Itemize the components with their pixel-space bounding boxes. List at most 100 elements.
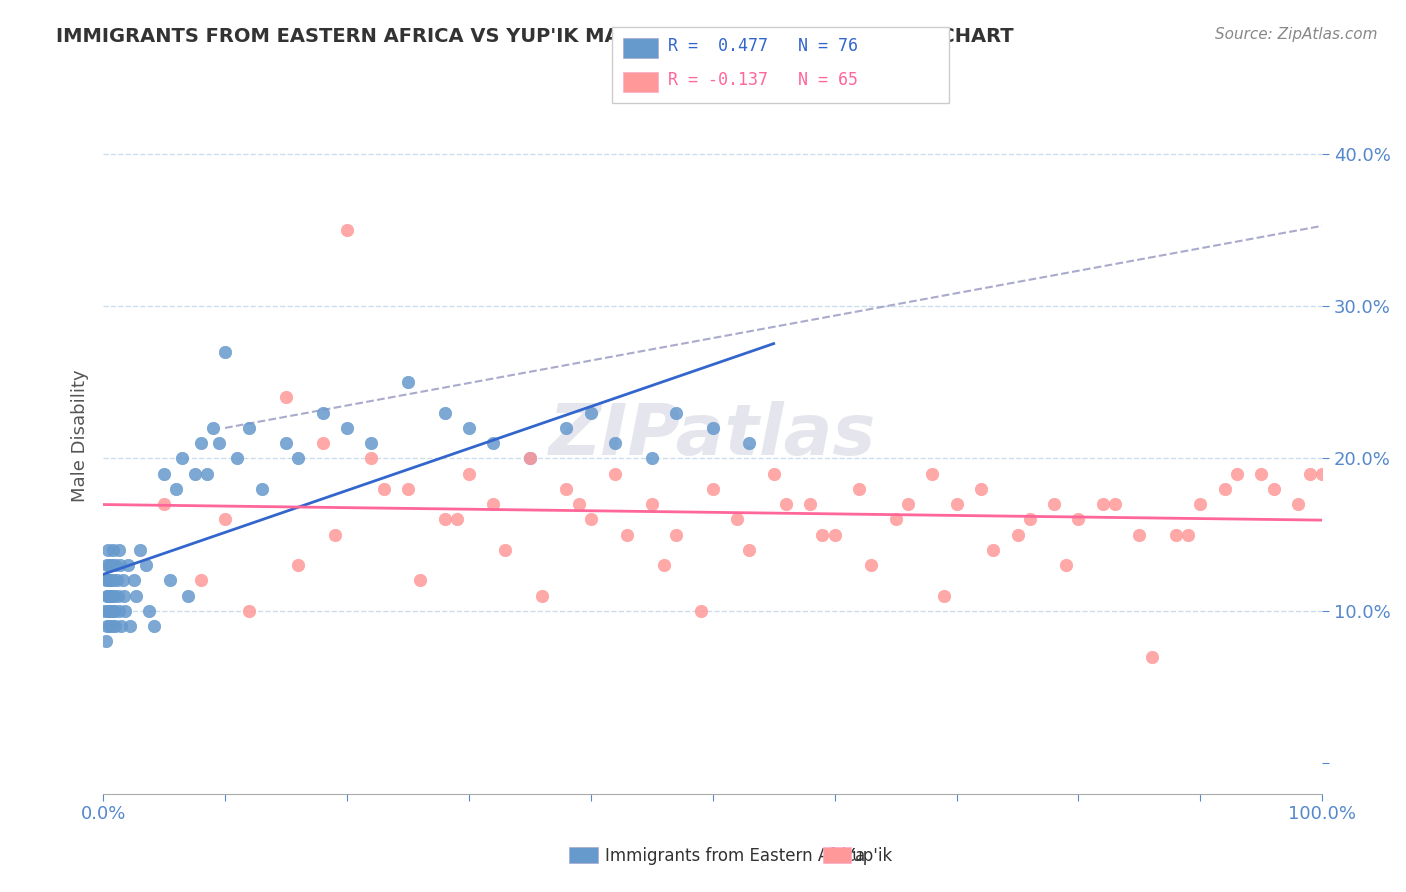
Point (579, 512, 602, 526)
Point (238, 604, 260, 618)
Point (396, 375, 419, 389)
Point (446, 512, 468, 526)
Point (195, 467, 218, 481)
Point (214, 344, 236, 359)
Point (848, 482, 870, 496)
Point (519, 451, 541, 466)
Point (111, 574, 134, 588)
Point (605, 436, 627, 450)
Point (96, 589, 118, 603)
Point (183, 467, 205, 481)
Point (201, 421, 224, 435)
Point (98, 589, 121, 603)
Point (762, 467, 785, 481)
Point (457, 421, 479, 435)
Point (1177, 527, 1199, 541)
Point (143, 619, 166, 633)
Point (108, 558, 131, 573)
Point (226, 451, 249, 466)
Point (94, 574, 117, 588)
Point (1018, 512, 1040, 526)
Point (98, 574, 121, 588)
Point (934, 589, 956, 603)
Text: Immigrants from Eastern Africa: Immigrants from Eastern Africa (605, 847, 865, 865)
Point (555, 421, 578, 435)
Point (128, 542, 150, 557)
Text: Source: ZipAtlas.com: Source: ZipAtlas.com (1215, 27, 1378, 42)
Point (824, 527, 846, 541)
Point (159, 574, 181, 588)
Point (605, 467, 627, 481)
Point (98, 619, 121, 633)
Text: IMMIGRANTS FROM EASTERN AFRICA VS YUP'IK MALE DISABILITY CORRELATION CHART: IMMIGRANTS FROM EASTERN AFRICA VS YUP'IK… (56, 27, 1014, 45)
Point (177, 589, 200, 603)
Point (96, 558, 118, 573)
Point (101, 604, 124, 618)
Point (531, 589, 554, 603)
Text: R =  0.477   N = 76: R = 0.477 N = 76 (668, 37, 858, 55)
Point (98, 604, 121, 618)
Point (108, 604, 131, 618)
Point (1164, 527, 1187, 541)
Point (118, 619, 141, 633)
Point (100, 574, 122, 588)
Point (323, 527, 346, 541)
Point (689, 604, 711, 618)
Point (287, 558, 309, 573)
Point (702, 421, 724, 435)
Point (336, 223, 359, 237)
Point (208, 436, 231, 450)
Point (945, 497, 967, 511)
Point (122, 574, 145, 588)
Y-axis label: Male Disability: Male Disability (72, 369, 89, 502)
Point (555, 482, 578, 496)
Point (860, 558, 883, 573)
Point (238, 421, 260, 435)
Point (98, 558, 121, 573)
Point (110, 619, 132, 633)
Point (311, 436, 333, 450)
Point (93, 604, 115, 618)
Point (579, 406, 602, 420)
Point (336, 421, 359, 435)
Point (97, 589, 120, 603)
Point (981, 542, 1004, 557)
Point (100, 604, 122, 618)
Point (287, 451, 309, 466)
Point (970, 482, 993, 496)
Point (652, 558, 675, 573)
Point (1310, 467, 1333, 481)
Point (1091, 497, 1114, 511)
Point (482, 436, 505, 450)
Point (94, 634, 117, 648)
Point (495, 542, 517, 557)
Text: R = -0.137   N = 65: R = -0.137 N = 65 (668, 71, 858, 89)
Point (665, 406, 688, 420)
Point (103, 604, 125, 618)
Point (396, 482, 419, 496)
Point (190, 574, 212, 588)
Point (433, 512, 456, 526)
Point (1250, 467, 1272, 481)
Point (101, 542, 124, 557)
Point (811, 527, 834, 541)
Point (1104, 497, 1126, 511)
Point (884, 512, 907, 526)
Point (117, 558, 139, 573)
Point (360, 436, 382, 450)
Point (103, 589, 125, 603)
Point (725, 512, 748, 526)
Point (568, 497, 591, 511)
Point (96, 619, 118, 633)
Text: ZIPatlas: ZIPatlas (548, 401, 876, 470)
Point (138, 604, 160, 618)
Point (433, 406, 456, 420)
Point (104, 558, 127, 573)
Point (641, 451, 664, 466)
Point (1226, 467, 1249, 481)
Point (373, 482, 395, 496)
Point (105, 574, 128, 588)
Point (1043, 497, 1066, 511)
Point (100, 589, 122, 603)
Point (738, 436, 761, 450)
